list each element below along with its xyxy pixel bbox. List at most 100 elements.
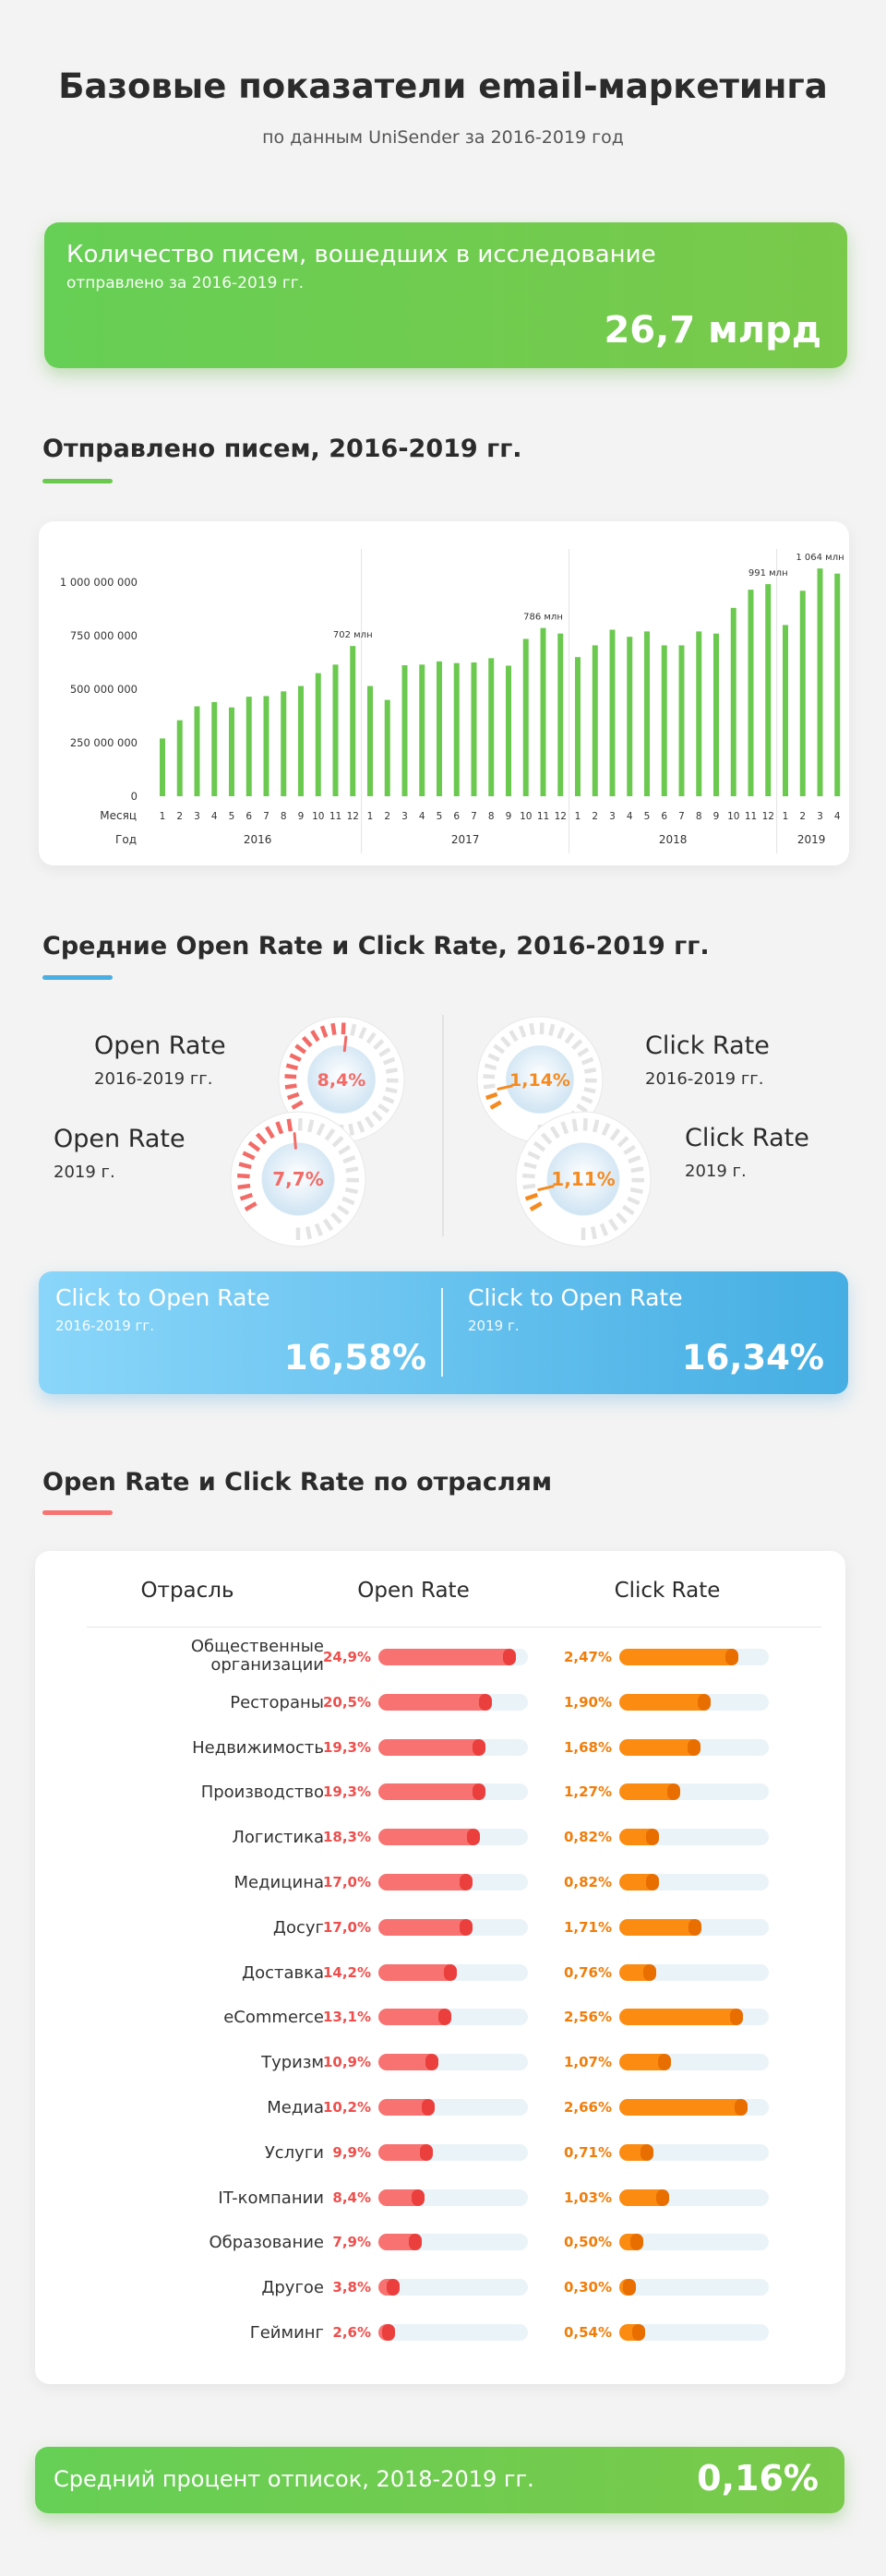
gauge-tick (306, 1119, 315, 1133)
click-rate-bar (619, 1829, 659, 1846)
gauge-tick (577, 1047, 590, 1057)
gauge-tick (331, 1136, 344, 1148)
gauge-tick (348, 1123, 355, 1136)
gauge-tick (529, 1201, 543, 1211)
unsubscribe-value: 0,16% (697, 2458, 819, 2498)
open-rate-value: 14,2% (322, 1963, 371, 1981)
month-tick-label: 7 (471, 811, 477, 822)
gauge-tick (493, 1044, 506, 1055)
industry-row: Другое 3,8% 0,30% (35, 2270, 845, 2307)
click-rate-bar-cap (632, 2324, 646, 2341)
industry-name: Производство (200, 1783, 324, 1803)
month-tick-label: 2 (592, 811, 598, 822)
gauge-tick (592, 1119, 600, 1133)
open-rate-value: 7,9% (332, 2234, 371, 2251)
click-rate-bar-cap (688, 1918, 702, 1936)
open-rate-bar-cap (420, 2143, 434, 2161)
click-rate-bar (619, 2279, 636, 2296)
bar (799, 590, 806, 796)
bar (748, 590, 754, 796)
month-tick-label: 5 (437, 811, 443, 822)
gauge-tick (244, 1201, 257, 1211)
industry-name: IT-компании (218, 2188, 324, 2208)
gauge-tick (255, 1132, 268, 1145)
bar (627, 637, 633, 796)
letters-count-card: Количество писем, вошедших в исследовани… (44, 222, 847, 368)
month-tick-label: 5 (644, 811, 651, 822)
click-rate-bar (619, 2324, 646, 2341)
month-tick-label: 2 (176, 811, 183, 822)
gauge-value-text: 1,11% (551, 1168, 615, 1190)
gauge-tick (297, 1117, 303, 1131)
click-rate-bar (619, 1918, 702, 1936)
click-rate-bar (619, 1649, 739, 1665)
page-subtitle: по данным UniSender за 2016-2019 год (262, 127, 624, 148)
gauge-tick (630, 1166, 644, 1174)
gauge-tick (518, 1025, 527, 1038)
y-tick-label: 500 000 000 (70, 683, 138, 696)
open-rate-bar-cap (503, 1649, 517, 1665)
click-rate-value: 2,66% (563, 2099, 612, 2116)
gauge-click-2019: 1,11% (514, 1110, 653, 1248)
month-tick-label: 8 (281, 811, 287, 822)
gauge-tick (242, 1151, 256, 1161)
open-rate-track (378, 1783, 528, 1801)
gauge-tick (365, 1032, 377, 1044)
gauge-tick (571, 1039, 583, 1051)
open-rate-bar (378, 2234, 423, 2251)
gauge-value-text: 8,4% (317, 1070, 366, 1091)
sent-bar-chart: 1 000 000 000 750 000 000 500 000 000 250 0… (60, 549, 844, 853)
gauge-tick (571, 1118, 579, 1132)
open-rate-bar (378, 1649, 517, 1665)
click-rate-value: 1,27% (563, 1783, 612, 1801)
y-tick-label: 250 000 000 (70, 736, 138, 749)
open-rate-track (378, 2279, 528, 2296)
bar (488, 658, 495, 796)
industry-row: Производство 19,3% 1,27% (35, 1774, 845, 1811)
gauge-tick (284, 1083, 297, 1090)
open-rate-bar-cap (444, 1963, 458, 1981)
gauge-tick (564, 1032, 575, 1044)
bar (834, 573, 841, 796)
click-rate-bar-cap (645, 1874, 659, 1890)
column-header-click-rate: Click Rate (614, 1579, 721, 1603)
gauge-value-text: 7,7% (272, 1168, 323, 1190)
letters-card-title: Количество писем, вошедших в исследовани… (66, 241, 656, 268)
gauge-tick (382, 1056, 396, 1066)
open-rate-track (378, 2324, 528, 2341)
industry-name: Рестораны (230, 1692, 324, 1712)
industry-row: Доставка 14,2% 0,76% (35, 1955, 845, 1992)
bar (540, 627, 546, 796)
click-rate-track (619, 2324, 769, 2341)
month-tick-label: 10 (312, 811, 324, 822)
open-rate-bar-cap (472, 1783, 485, 1801)
click-rate-bar-cap (623, 2279, 636, 2296)
gauge-svg: 1,11% (515, 1111, 652, 1247)
open-rate-bar-cap (466, 1829, 480, 1846)
gauge-tick (548, 1023, 556, 1036)
gauge-tick (581, 1095, 593, 1104)
gauge-tick (338, 1144, 352, 1155)
click-rate-value: 0,30% (563, 2279, 612, 2296)
open-rate-track (378, 1874, 528, 1890)
industry-name: Общественные организации (190, 1637, 324, 1675)
bar (437, 661, 442, 796)
gauge-tick (373, 1039, 385, 1051)
open-rate-value: 13,1% (322, 2009, 371, 2026)
gauge-click-2019-period: 2019 г. (685, 1162, 747, 1181)
gauge-tick (284, 1074, 297, 1079)
sent-chart-card: 1 000 000 000 750 000 000 500 000 000 250 0… (39, 521, 849, 865)
bar (557, 633, 564, 796)
header-divider (87, 1627, 821, 1628)
sent-section-underline (42, 479, 113, 483)
click-rate-bar-cap (642, 1963, 656, 1981)
gauge-tick (489, 1100, 502, 1110)
bar (384, 699, 390, 796)
industry-row: Логистика 18,3% 0,82% (35, 1819, 845, 1856)
open-rate-value: 17,0% (322, 1918, 371, 1936)
month-tick-label: 3 (817, 811, 823, 822)
click-rate-value: 0,50% (563, 2234, 612, 2251)
gauge-tick (236, 1173, 250, 1179)
industry-name: Медиа (267, 2098, 324, 2117)
bar (506, 665, 511, 796)
